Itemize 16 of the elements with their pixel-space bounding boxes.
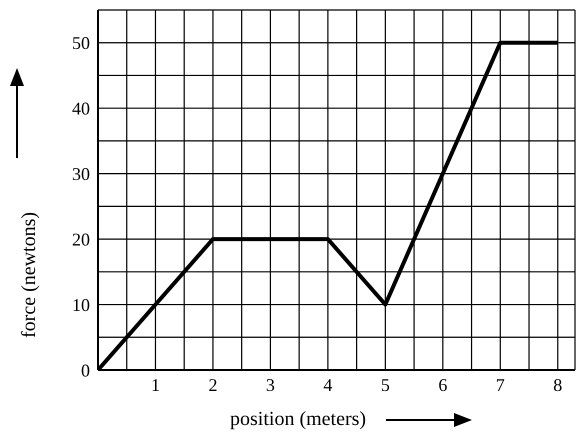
y-tick-label: 50	[72, 33, 90, 54]
x-tick-label: 5	[380, 374, 390, 395]
x-tick-label: 7	[496, 374, 505, 395]
y-tick-label: 30	[72, 164, 90, 184]
y-axis-title: force (newtons)	[18, 212, 41, 338]
x-tick-label: 8	[553, 374, 562, 395]
y-tick-label: 20	[72, 229, 90, 250]
x-tick-label: 2	[208, 374, 218, 395]
x-tick-label: 3	[266, 374, 275, 395]
y-tick-label: 40	[72, 98, 90, 119]
y-tick-label: 0	[81, 360, 90, 380]
x-tick-label: 4	[323, 374, 332, 395]
x-tick-label: 1	[150, 374, 160, 395]
x-axis-title: position (meters)	[230, 408, 366, 431]
y-tick-label: 10	[72, 294, 90, 315]
x-tick-label: 6	[438, 374, 448, 395]
